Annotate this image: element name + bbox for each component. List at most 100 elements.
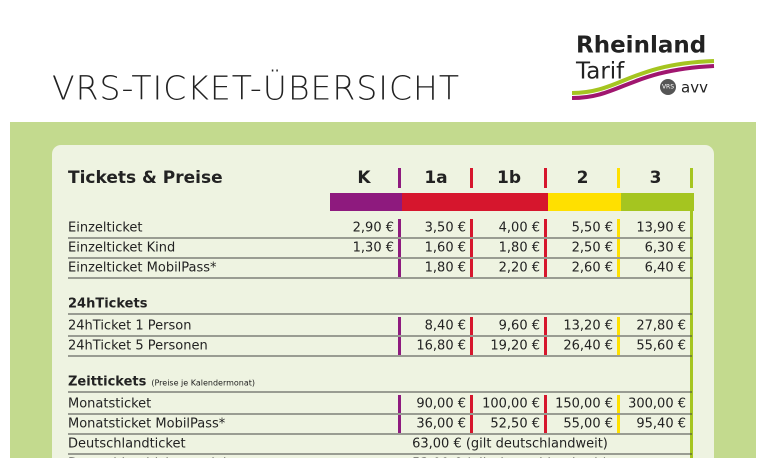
zone-bar bbox=[544, 259, 547, 277]
logo-swoosh bbox=[571, 64, 715, 100]
zone-bar bbox=[398, 219, 401, 237]
zone-bar bbox=[617, 337, 620, 355]
zone-bar bbox=[690, 415, 693, 433]
price: 2,60 € bbox=[572, 261, 613, 276]
span-price: 63,00 € (gilt deutschlandweit) bbox=[412, 437, 608, 452]
price: 4,00 € bbox=[499, 221, 540, 236]
zone-bar bbox=[690, 259, 693, 277]
zone-bar bbox=[470, 395, 473, 413]
price: 27,80 € bbox=[636, 319, 686, 334]
logo-line1: Rheinland bbox=[576, 33, 706, 59]
logo: Rheinland Tarif VRS avv bbox=[571, 33, 715, 100]
header-label: Tickets & Preise bbox=[68, 168, 223, 188]
section-title: Zeittickets bbox=[68, 375, 147, 390]
row-label: Einzelticket bbox=[68, 221, 143, 236]
zone-bar bbox=[544, 415, 547, 433]
logo-brand: avv bbox=[681, 79, 708, 97]
price: 300,00 € bbox=[628, 397, 686, 412]
price: 2,20 € bbox=[499, 261, 540, 276]
zone-bar bbox=[617, 168, 620, 188]
price: 1,30 € bbox=[353, 241, 394, 256]
zone-bar bbox=[544, 219, 547, 237]
price: 2,50 € bbox=[572, 241, 613, 256]
logo-swoosh bbox=[571, 59, 715, 95]
row-label: Einzelticket Kind bbox=[68, 241, 175, 256]
zone-strip bbox=[474, 193, 548, 211]
zone-bar bbox=[470, 317, 473, 335]
zone-bar bbox=[690, 395, 693, 413]
zone-bar bbox=[617, 415, 620, 433]
zone-bar bbox=[470, 415, 473, 433]
zone-bar bbox=[690, 168, 693, 188]
price: 52,50 € bbox=[490, 417, 540, 432]
zone-bar bbox=[690, 239, 693, 257]
price: 55,00 € bbox=[563, 417, 613, 432]
price: 1,80 € bbox=[425, 261, 466, 276]
price: 150,00 € bbox=[555, 397, 613, 412]
row-label: Monatsticket MobilPass* bbox=[68, 417, 226, 432]
zone-bar bbox=[398, 259, 401, 277]
price: 8,40 € bbox=[425, 319, 466, 334]
row-label: 24hTicket 1 Person bbox=[68, 319, 191, 334]
price: 1,80 € bbox=[499, 241, 540, 256]
zone-bar bbox=[690, 337, 693, 355]
zone-bar bbox=[617, 317, 620, 335]
section-note: (Preise je Kalendermonat) bbox=[151, 379, 255, 388]
price: 16,80 € bbox=[416, 339, 466, 354]
price: 6,30 € bbox=[645, 241, 686, 256]
zone-header: K bbox=[357, 168, 371, 188]
price: 6,40 € bbox=[645, 261, 686, 276]
zone-bar bbox=[617, 219, 620, 237]
zone-bar bbox=[398, 415, 401, 433]
zone-bar bbox=[470, 239, 473, 257]
zone-bar bbox=[398, 395, 401, 413]
zone-strip bbox=[548, 193, 621, 211]
price: 95,40 € bbox=[636, 417, 686, 432]
zone-bar bbox=[398, 239, 401, 257]
row-label: Deutschlandticket bbox=[68, 437, 186, 452]
zone-bar bbox=[470, 337, 473, 355]
row-label: Einzelticket MobilPass* bbox=[68, 261, 217, 276]
price: 5,50 € bbox=[572, 221, 613, 236]
zone-header: 3 bbox=[650, 168, 662, 188]
zone-header: 1a bbox=[424, 168, 447, 188]
price: 100,00 € bbox=[482, 397, 540, 412]
zone-header: 2 bbox=[577, 168, 589, 188]
zone-bar bbox=[617, 395, 620, 413]
row-label: 24hTicket 5 Personen bbox=[68, 339, 208, 354]
zone-bar bbox=[690, 317, 693, 335]
zone-strip bbox=[621, 193, 694, 211]
zone-bar bbox=[617, 239, 620, 257]
zone-bar bbox=[617, 259, 620, 277]
panel bbox=[52, 145, 714, 462]
zone-bar bbox=[544, 337, 547, 355]
logo-line2: Tarif bbox=[575, 59, 625, 85]
logo-badge-text: VRS bbox=[662, 84, 674, 91]
price: 13,90 € bbox=[636, 221, 686, 236]
row-label: Monatsticket bbox=[68, 397, 151, 412]
table: Tickets & Preise K 1a 1b 2 3 Einzelticket 2,90 … bbox=[68, 168, 694, 462]
zone-bar bbox=[544, 168, 547, 188]
zone-bar bbox=[544, 395, 547, 413]
price: 90,00 € bbox=[416, 397, 466, 412]
zone-bar bbox=[470, 168, 473, 188]
price: 2,90 € bbox=[353, 221, 394, 236]
zone-bar bbox=[690, 219, 693, 237]
zone-bar bbox=[544, 317, 547, 335]
zone-bar bbox=[544, 239, 547, 257]
price: 36,00 € bbox=[416, 417, 466, 432]
price: 1,60 € bbox=[425, 241, 466, 256]
zone-strip bbox=[402, 193, 474, 211]
zone-bar bbox=[470, 259, 473, 277]
price: 19,20 € bbox=[490, 339, 540, 354]
page-title: VRS-TICKET-ÜBERSICHT bbox=[52, 69, 460, 108]
price: 13,20 € bbox=[563, 319, 613, 334]
price: 26,40 € bbox=[563, 339, 613, 354]
zone-header: 1b bbox=[497, 168, 521, 188]
logo-badge bbox=[660, 79, 676, 95]
zone-strip bbox=[330, 193, 402, 211]
zone-bar bbox=[398, 317, 401, 335]
section-title: 24hTickets bbox=[68, 297, 148, 312]
zone-bar bbox=[470, 219, 473, 237]
